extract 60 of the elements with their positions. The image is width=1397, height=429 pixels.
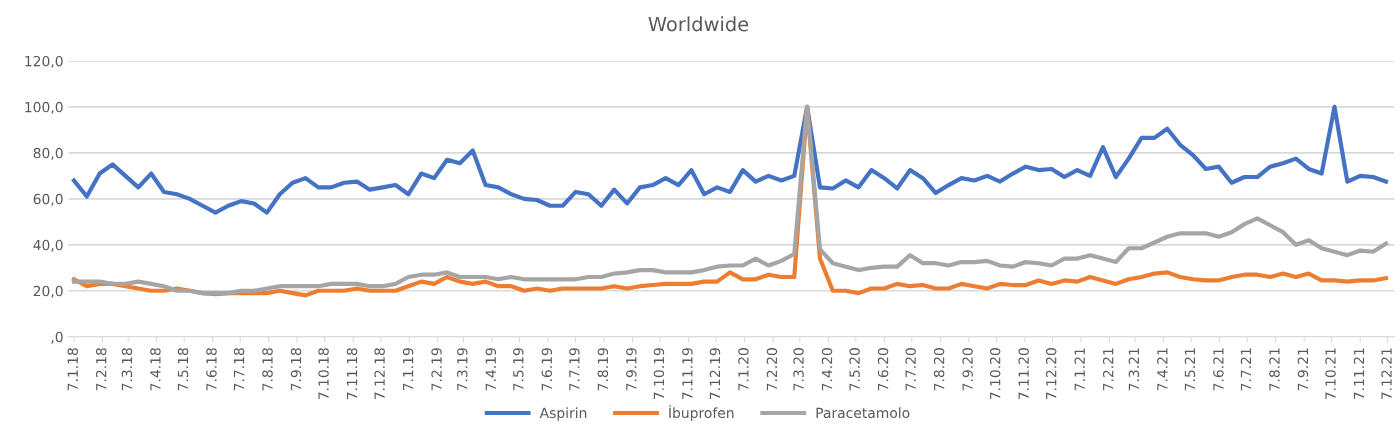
x-tick-label: 7.3.20	[793, 348, 804, 391]
x-tick-label: 7.8.18	[262, 348, 273, 391]
y-tick-label: 120,0	[25, 55, 63, 68]
y-tick-label: 40,0	[33, 239, 63, 252]
x-tick-label: 7.11.18	[346, 348, 358, 400]
x-tick-label: 7.7.21	[1240, 348, 1252, 391]
x-tick-label: 7.8.21	[1269, 348, 1280, 391]
legend-label: Aspirin	[539, 407, 587, 421]
x-tick-label: 7.2.18	[95, 348, 107, 391]
x-tick-label: 7.1.19	[402, 348, 414, 391]
x-tick-label: 7.9.20	[962, 348, 973, 391]
y-tick-label: 60,0	[33, 193, 63, 206]
x-tick-label: 7.10.20	[989, 348, 1001, 400]
x-tick-label: 7.4.19	[485, 348, 497, 391]
x-tick-label: 7.6.20	[877, 348, 889, 391]
x-tick-label: 7.10.19	[653, 348, 665, 400]
x-tick-label: 7.9.19	[626, 348, 637, 391]
x-tick-label: 7.9.21	[1297, 348, 1309, 391]
x-tick-label: 7.12.18	[374, 348, 385, 400]
x-tick-label: 7.11.21	[1353, 348, 1365, 400]
x-tick-label: 7.4.21	[1157, 348, 1168, 391]
x-tick-label: 7.11.20	[1018, 348, 1029, 400]
x-tick-label: 7.12.20	[1045, 348, 1057, 400]
x-tick-label: 7.9.18	[290, 348, 302, 391]
legend-label: Paracetamolo	[816, 407, 910, 419]
x-tick-label: 7.10.18	[318, 348, 329, 400]
y-tick-label: 20,0	[33, 285, 63, 298]
y-tick-label: ,0	[51, 331, 63, 344]
x-tick-label: 7.12.21	[1381, 348, 1392, 400]
x-tick-label: 7.5.18	[177, 348, 189, 391]
x-tick-label: 7.5.19	[513, 348, 524, 391]
x-tick-label: 7.5.20	[849, 348, 860, 391]
x-tick-label: 7.7.20	[905, 348, 916, 391]
x-tick-label: 7.6.21	[1213, 348, 1224, 391]
x-tick-label: 7.4.18	[150, 348, 161, 391]
y-tick-label: 100,0	[25, 101, 63, 114]
x-tick-label: 7.6.19	[541, 348, 553, 391]
x-tick-label: 7.8.19	[597, 348, 609, 391]
x-tick-label: 7.4.20	[821, 348, 833, 391]
x-tick-label: 7.6.18	[206, 348, 217, 391]
x-tick-label: 7.7.18	[233, 348, 245, 391]
x-tick-label: 7.2.21	[1102, 348, 1114, 391]
x-tick-label: 7.7.19	[569, 348, 580, 391]
x-tick-label: 7.2.19	[431, 348, 442, 391]
x-tick-label: 7.3.18	[121, 348, 133, 391]
x-tick-label: 7.5.21	[1184, 348, 1196, 391]
y-tick-label: 80,0	[33, 147, 63, 160]
x-tick-label: 7.1.18	[67, 348, 78, 391]
legend-label: İbuprofen	[669, 405, 734, 421]
x-tick-label: 7.12.19	[709, 348, 721, 400]
x-tick-label: 7.1.20	[738, 348, 749, 391]
x-tick-label: 7.3.21	[1128, 348, 1140, 391]
x-tick-label: 7.2.20	[766, 348, 778, 391]
line-series	[71, 104, 1389, 215]
x-tick-label: 7.1.21	[1074, 348, 1085, 391]
x-tick-label: 7.8.20	[933, 348, 945, 391]
x-tick-label: 7.11.19	[682, 348, 693, 400]
x-tick-label: 7.10.21	[1325, 348, 1336, 400]
chart-title: Worldwide	[648, 16, 749, 32]
x-tick-label: 7.3.19	[457, 348, 468, 391]
